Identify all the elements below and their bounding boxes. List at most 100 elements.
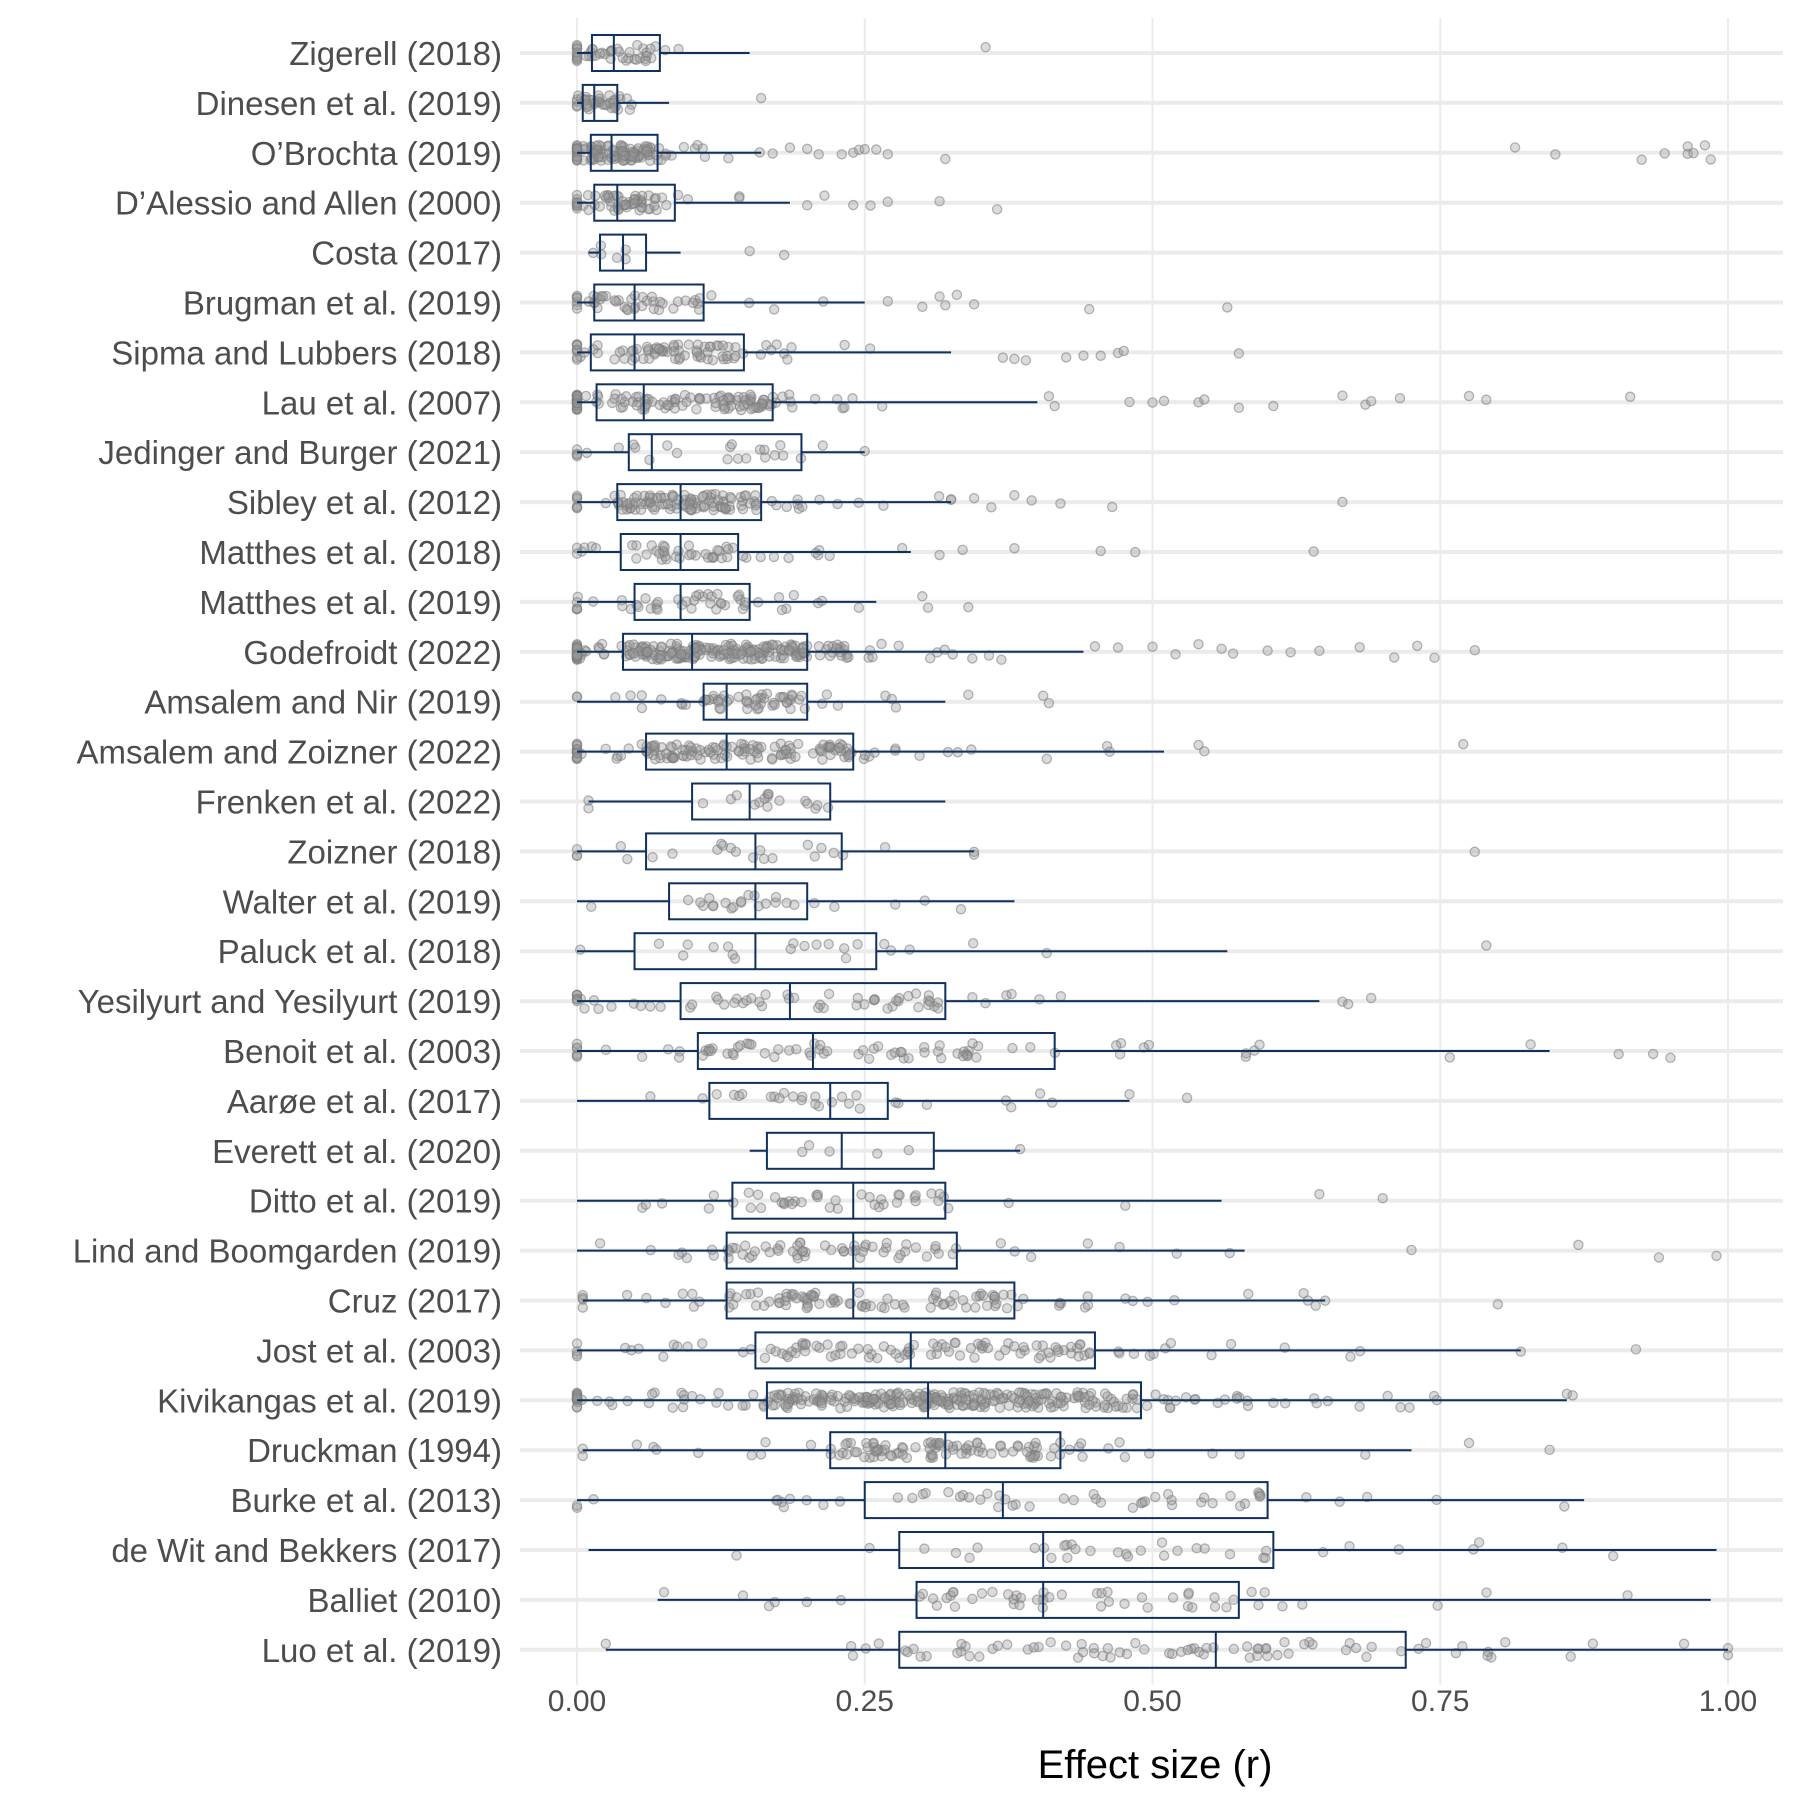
outlier-point bbox=[1026, 495, 1037, 506]
data-point bbox=[764, 651, 775, 662]
data-point bbox=[572, 90, 584, 101]
data-point bbox=[906, 1397, 918, 1409]
data-point bbox=[797, 643, 808, 654]
data-point bbox=[711, 1088, 722, 1100]
outlier-point bbox=[934, 549, 945, 561]
data-point bbox=[934, 1040, 945, 1051]
iqr-box bbox=[590, 34, 661, 72]
iqr-box bbox=[645, 732, 855, 771]
study-label: de Wit and Bekkers (2017) bbox=[111, 1532, 502, 1569]
data-point bbox=[1128, 1348, 1140, 1360]
data-point bbox=[631, 1439, 643, 1450]
data-point bbox=[611, 252, 623, 264]
data-point bbox=[746, 403, 757, 415]
data-point bbox=[913, 1002, 924, 1013]
data-point bbox=[571, 1338, 583, 1349]
outlier-point bbox=[1613, 1048, 1624, 1060]
data-point bbox=[1138, 1042, 1150, 1053]
data-point bbox=[1088, 1489, 1099, 1500]
data-point bbox=[964, 1650, 975, 1662]
iqr-box bbox=[668, 882, 809, 921]
data-point bbox=[967, 1593, 978, 1605]
data-point bbox=[927, 1338, 939, 1349]
data-point bbox=[919, 1047, 930, 1058]
data-point bbox=[769, 1051, 780, 1063]
data-point bbox=[628, 439, 639, 450]
data-point bbox=[1241, 1641, 1253, 1652]
data-point bbox=[891, 1197, 903, 1208]
data-point bbox=[926, 1188, 937, 1199]
data-point bbox=[667, 752, 679, 764]
data-point bbox=[1076, 1638, 1087, 1650]
study-label: Amsalem and Zoizner (2022) bbox=[76, 734, 502, 771]
data-point bbox=[668, 346, 680, 357]
data-point bbox=[599, 190, 611, 202]
iqr-box bbox=[765, 1381, 1142, 1420]
iqr-box bbox=[627, 433, 803, 472]
x-axis: 0.00 0.25 0.50 0.75 1.00 bbox=[548, 1685, 1757, 1718]
data-point bbox=[967, 653, 978, 664]
data-point bbox=[582, 189, 594, 201]
outlier-point bbox=[1365, 395, 1377, 407]
data-point bbox=[1361, 1651, 1372, 1663]
data-point bbox=[745, 646, 757, 658]
data-point bbox=[809, 851, 821, 862]
outlier-point bbox=[1711, 1250, 1722, 1262]
data-point bbox=[802, 1301, 814, 1312]
data-point bbox=[1062, 1552, 1073, 1564]
data-point bbox=[982, 1342, 994, 1354]
data-point bbox=[1158, 1393, 1170, 1405]
iqr-box bbox=[725, 1281, 1016, 1320]
iqr-box bbox=[702, 682, 809, 721]
outlier-point bbox=[934, 291, 945, 302]
outlier-point bbox=[1699, 140, 1711, 151]
data-point bbox=[642, 646, 653, 658]
iqr-box bbox=[633, 582, 751, 621]
data-point bbox=[708, 1190, 720, 1201]
data-point bbox=[652, 604, 663, 615]
data-point bbox=[571, 303, 583, 314]
data-point bbox=[972, 1437, 983, 1449]
outlier-point bbox=[1233, 348, 1245, 359]
iqr-box bbox=[593, 283, 705, 322]
data-point bbox=[1122, 1551, 1134, 1562]
data-point bbox=[765, 1091, 777, 1103]
data-point bbox=[645, 43, 656, 55]
data-point bbox=[935, 1052, 947, 1064]
data-point bbox=[801, 1596, 813, 1608]
iqr-box bbox=[898, 1531, 1275, 1569]
data-point bbox=[876, 1301, 887, 1313]
outlier-point bbox=[836, 149, 847, 160]
data-point bbox=[1260, 1643, 1272, 1655]
data-point bbox=[624, 46, 635, 58]
data-point bbox=[994, 1490, 1005, 1501]
data-point bbox=[1587, 1638, 1599, 1649]
data-point bbox=[839, 402, 850, 413]
data-point bbox=[1242, 1288, 1254, 1300]
x-tick-label: 1.00 bbox=[1699, 1685, 1757, 1718]
data-point bbox=[769, 450, 781, 461]
data-point bbox=[695, 897, 706, 908]
data-point bbox=[710, 397, 721, 409]
data-point bbox=[824, 741, 836, 752]
data-point bbox=[833, 742, 845, 754]
data-point bbox=[972, 1040, 984, 1052]
data-point bbox=[812, 1189, 824, 1200]
outlier-point bbox=[1233, 402, 1245, 414]
data-point bbox=[846, 1348, 858, 1359]
data-point bbox=[691, 404, 702, 415]
data-point bbox=[653, 938, 665, 949]
data-point bbox=[1105, 1652, 1116, 1663]
data-point bbox=[1224, 1548, 1236, 1560]
outlier-point bbox=[922, 602, 934, 613]
data-point bbox=[763, 1600, 775, 1612]
data-point bbox=[729, 997, 740, 1009]
data-point bbox=[649, 504, 660, 515]
data-point bbox=[639, 401, 651, 412]
data-point bbox=[1299, 1639, 1310, 1650]
data-point bbox=[811, 939, 822, 950]
outlier-point bbox=[1193, 739, 1204, 751]
data-point bbox=[893, 1189, 904, 1200]
data-point bbox=[687, 1288, 698, 1300]
data-point bbox=[816, 842, 827, 854]
